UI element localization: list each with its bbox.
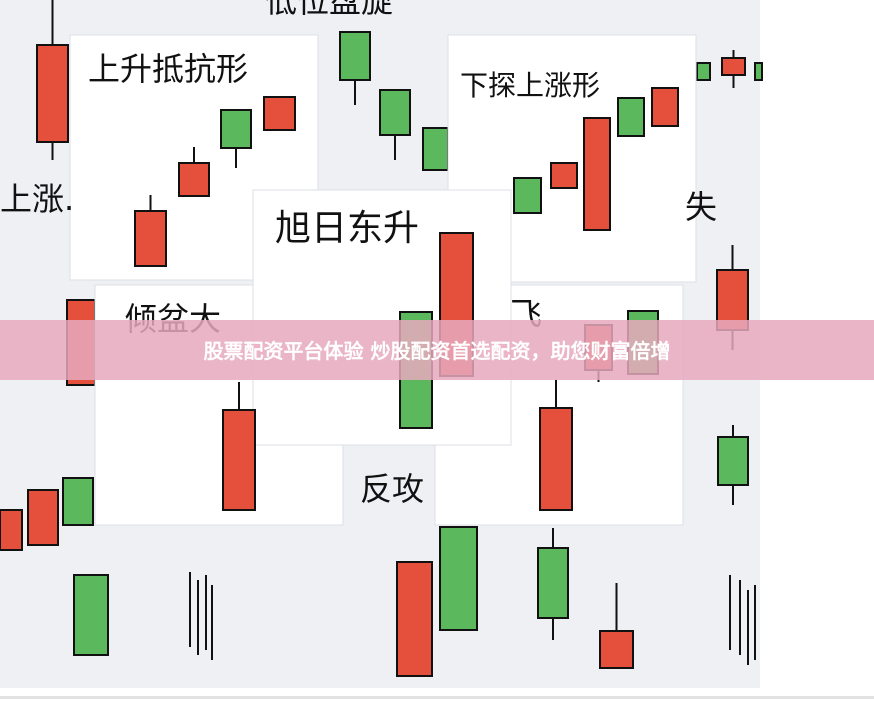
candle-body [717,436,749,486]
card-label: 旭日东升 [275,208,419,249]
card-label: 失 [685,188,717,226]
candle-body [396,561,433,677]
candle-body [439,526,478,631]
candle-body [0,509,23,551]
candle-body [617,97,645,137]
candle-body [27,489,59,546]
candle-body [651,87,679,127]
candle-body [754,62,763,81]
candle-body [62,477,94,526]
card-label: 上升抵抗形 [88,50,248,88]
candle-body [263,96,296,131]
card-label: 反攻 [360,470,424,508]
candle-body [379,89,411,136]
candle-body [36,44,69,143]
card-label: 下探上涨形 [460,69,600,102]
candle-body [73,574,109,656]
candle-body [537,547,569,619]
candle-body [222,409,256,511]
banner-text: 股票配资平台体验 炒股配资首选配资，助您财富倍增 [204,339,671,363]
card-label: 低位盘旋 [265,0,393,20]
divider [0,696,874,699]
candle-body [513,177,542,214]
banner [0,320,874,380]
candle-body [721,57,746,76]
candle-body [583,117,611,231]
candle-body [134,210,167,267]
candle-body [599,630,634,669]
candle-body [339,31,371,81]
candle-body [422,127,449,171]
card-candles [134,87,679,511]
card-label: 上涨. [0,180,74,218]
candle-body [178,162,210,197]
candle-body [220,109,252,149]
candle-body [539,407,573,511]
candle-body [550,162,578,189]
candle-body [696,62,711,81]
